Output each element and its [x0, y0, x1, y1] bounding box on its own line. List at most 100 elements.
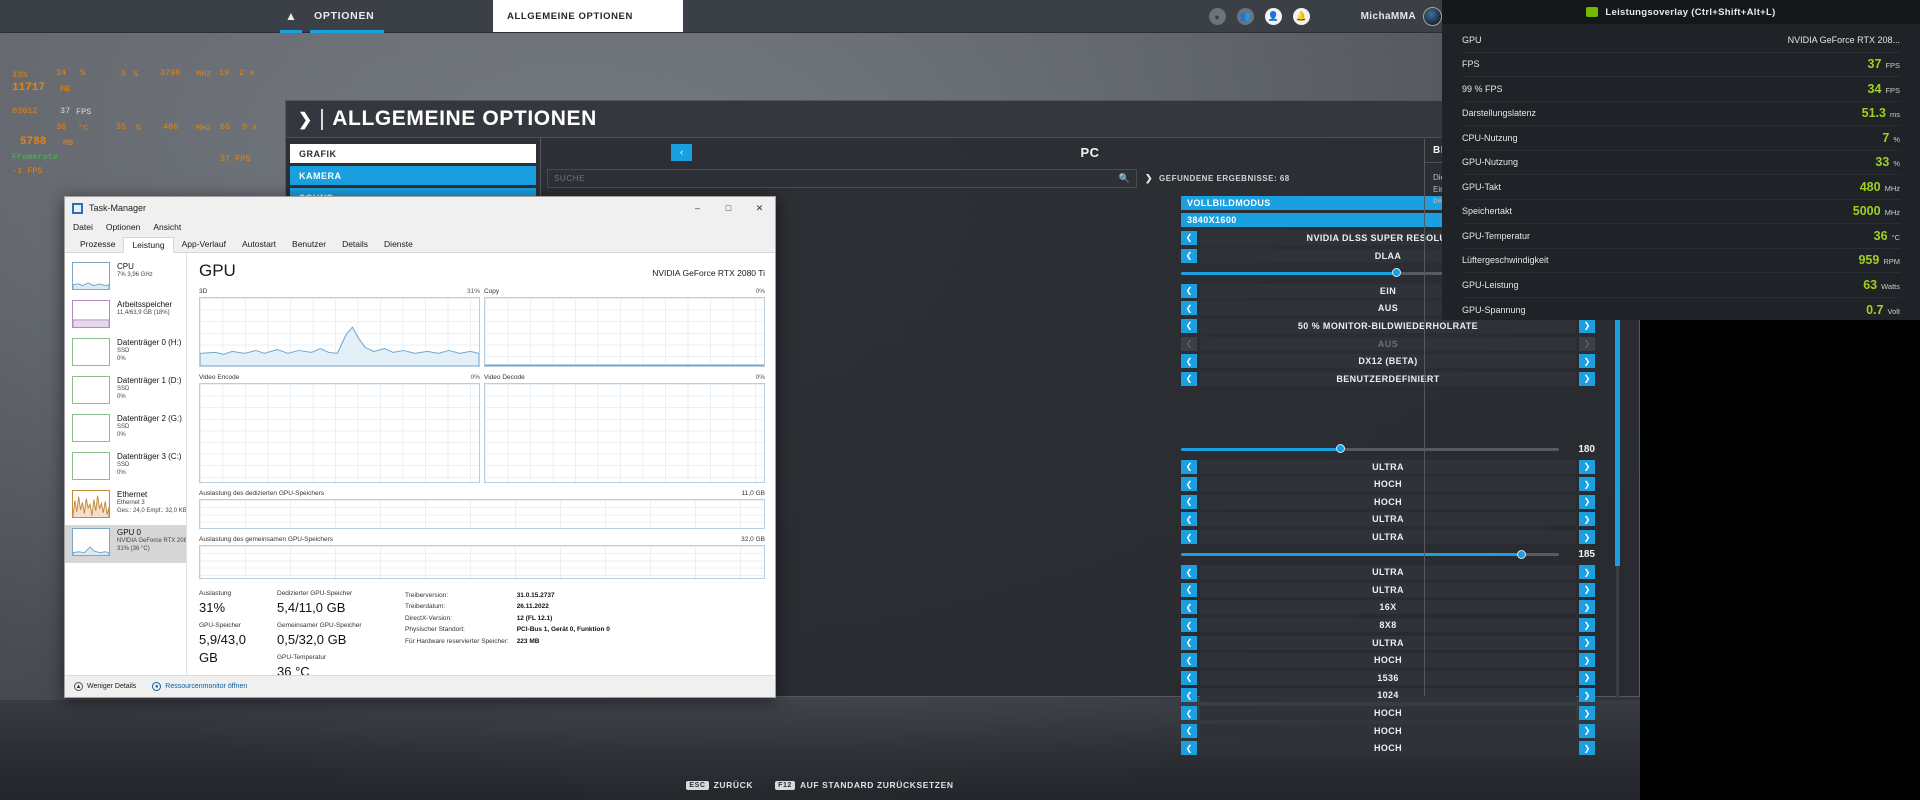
setting-value[interactable]: ULTRA [1200, 530, 1576, 545]
increment-button[interactable]: ❯ [1579, 600, 1595, 615]
resource-list-item[interactable]: Datenträger 0 (H:) SSD 0% [65, 335, 186, 373]
decrement-button[interactable]: ❮ [1181, 741, 1197, 756]
setting-value[interactable]: HOCH [1200, 706, 1576, 721]
decrement-button[interactable]: ❮ [1181, 230, 1197, 245]
setting-value[interactable]: BENUTZERDEFINIERT [1200, 371, 1576, 386]
increment-button[interactable]: ❯ [1579, 512, 1595, 527]
setting-row-10[interactable]: ❮ BENUTZERDEFINIERT ❯ [1181, 370, 1595, 388]
decrement-button[interactable]: ❮ [1181, 706, 1197, 721]
setting-row-28[interactable]: ❮ 1024 ❯ [1181, 687, 1595, 705]
decrement-button[interactable]: ❮ [1181, 618, 1197, 633]
tab-prozesse[interactable]: Prozesse [80, 239, 116, 249]
setting-value[interactable]: ULTRA [1200, 565, 1576, 580]
setting-row-15[interactable]: ❮ ULTRA ❯ [1181, 458, 1595, 476]
setting-row-7[interactable]: ❮ 50 % MONITOR-BILDWIEDERHOLRATE ❯ [1181, 317, 1595, 335]
maximize-button[interactable]: □ [725, 203, 732, 213]
slider-track[interactable] [1181, 444, 1559, 454]
setting-row-30[interactable]: ❮ HOCH ❯ [1181, 722, 1595, 740]
resource-list-item[interactable]: Datenträger 3 (C:) SSD 0% [65, 449, 186, 487]
increment-button[interactable]: ❯ [1579, 565, 1595, 580]
setting-row-21[interactable]: ❮ ULTRA ❯ [1181, 563, 1595, 581]
decrement-button[interactable]: ❮ [1181, 494, 1197, 509]
nav-tab-optionen[interactable]: OPTIONEN [304, 0, 388, 33]
resource-list-item[interactable]: Datenträger 1 (D:) SSD 0% [65, 373, 186, 411]
increment-button[interactable]: ❯ [1579, 653, 1595, 668]
increment-button[interactable]: ❯ [1579, 618, 1595, 633]
bottom-action[interactable]: F12 AUF STANDARD ZURÜCKSETZEN [775, 780, 954, 790]
setting-row-29[interactable]: ❮ HOCH ❯ [1181, 704, 1595, 722]
setting-row-23[interactable]: ❮ 16X ❯ [1181, 599, 1595, 617]
increment-button[interactable]: ❯ [1579, 688, 1595, 703]
increment-button[interactable]: ❯ [1579, 706, 1595, 721]
increment-button[interactable]: ❯ [1579, 530, 1595, 545]
settings-scrollbar[interactable] [1615, 194, 1622, 698]
resource-list-item[interactable]: Datenträger 2 (G:) SSD 0% [65, 411, 186, 449]
task-manager-title-bar[interactable]: Task-Manager – □ ✕ [65, 197, 775, 219]
bottom-action[interactable]: ESC ZURÜCK [686, 780, 753, 790]
setting-value[interactable]: HOCH [1200, 723, 1576, 738]
setting-row-24[interactable]: ❮ 8X8 ❯ [1181, 616, 1595, 634]
setting-row-14[interactable]: 180 [1181, 440, 1595, 458]
decrement-button[interactable]: ❮ [1181, 283, 1197, 298]
increment-button[interactable]: ❯ [1579, 318, 1595, 333]
decrement-button[interactable]: ❮ [1181, 582, 1197, 597]
user-account[interactable]: MichaMMA [1361, 7, 1442, 26]
setting-value[interactable]: HOCH [1200, 477, 1576, 492]
search-input[interactable]: SUCHE 🔍 [547, 168, 1137, 188]
setting-row-19[interactable]: ❮ ULTRA ❯ [1181, 528, 1595, 546]
slider-track[interactable] [1181, 268, 1559, 278]
slider-knob[interactable] [1335, 444, 1345, 454]
setting-row-9[interactable]: ❮ DX12 (BETA) ❯ [1181, 352, 1595, 370]
setting-value[interactable]: 1536 [1200, 670, 1576, 685]
profile-icon[interactable]: 👤 [1264, 8, 1282, 25]
resource-list-item[interactable]: CPU 7% 3,96 GHz [65, 259, 186, 297]
decrement-button[interactable]: ❮ [1181, 565, 1197, 580]
increment-button[interactable]: ❯ [1579, 477, 1595, 492]
increment-button[interactable]: ❯ [1579, 741, 1595, 756]
setting-value[interactable]: ULTRA [1200, 459, 1576, 474]
nav-subtab-allgemeine-optionen[interactable]: ALLGEMEINE OPTIONEN [493, 0, 683, 32]
decrement-button[interactable]: ❮ [1181, 600, 1197, 615]
party-icon[interactable]: 👥 [1236, 8, 1254, 25]
decrement-button[interactable]: ❮ [1181, 371, 1197, 386]
increment-button[interactable]: ❯ [1579, 371, 1595, 386]
tab-app-verlauf[interactable]: App-Verlauf [181, 239, 226, 249]
tab-leistung[interactable]: Leistung [123, 237, 174, 253]
setting-row-17[interactable]: ❮ HOCH ❯ [1181, 493, 1595, 511]
fewer-details-button[interactable]: ▲ Weniger Details [74, 682, 136, 691]
decrement-button[interactable]: ❮ [1181, 301, 1197, 316]
setting-value[interactable]: HOCH [1200, 653, 1576, 668]
decrement-button[interactable]: ❮ [1181, 318, 1197, 333]
minimize-button[interactable]: – [694, 203, 700, 213]
increment-button[interactable]: ❯ [1579, 494, 1595, 509]
open-resource-monitor-link[interactable]: ● Ressourcenmonitor öffnen [152, 682, 247, 691]
setting-row-18[interactable]: ❮ ULTRA ❯ [1181, 511, 1595, 529]
tab-dienste[interactable]: Dienste [384, 239, 413, 249]
resource-list[interactable]: CPU 7% 3,96 GHz Arbeitsspeicher 11,4/63,… [65, 253, 187, 675]
avatar[interactable] [1423, 7, 1442, 26]
setting-value[interactable]: 16X [1200, 600, 1576, 615]
increment-button[interactable]: ❯ [1579, 459, 1595, 474]
decrement-button[interactable]: ❮ [1181, 635, 1197, 650]
tab-details[interactable]: Details [342, 239, 369, 249]
menu-item-optionen[interactable]: Optionen [105, 222, 141, 232]
decrement-button[interactable]: ❮ [1181, 459, 1197, 474]
friends-offline-icon[interactable]: ● [1208, 8, 1226, 25]
resource-list-item[interactable]: Arbeitsspeicher 11,4/63,9 GB (18%) [65, 297, 186, 335]
setting-row-31[interactable]: ❮ HOCH ❯ [1181, 739, 1595, 757]
decrement-button[interactable]: ❮ [1181, 653, 1197, 668]
tab-benutzer[interactable]: Benutzer [292, 239, 327, 249]
setting-row-25[interactable]: ❮ ULTRA ❯ [1181, 634, 1595, 652]
setting-row-27[interactable]: ❮ 1536 ❯ [1181, 669, 1595, 687]
decrement-button[interactable]: ❮ [1181, 477, 1197, 492]
setting-value[interactable]: HOCH [1200, 741, 1576, 756]
setting-value[interactable]: DX12 (BETA) [1200, 354, 1576, 369]
setting-row-22[interactable]: ❮ ULTRA ❯ [1181, 581, 1595, 599]
increment-button[interactable]: ❯ [1579, 723, 1595, 738]
setting-value[interactable]: 1024 [1200, 688, 1576, 703]
slider-knob[interactable] [1392, 268, 1402, 278]
home-icon[interactable]: ▲ [278, 0, 304, 33]
decrement-button[interactable]: ❮ [1181, 354, 1197, 369]
setting-row-20[interactable]: 185 [1181, 546, 1595, 564]
decrement-button[interactable]: ❮ [1181, 688, 1197, 703]
